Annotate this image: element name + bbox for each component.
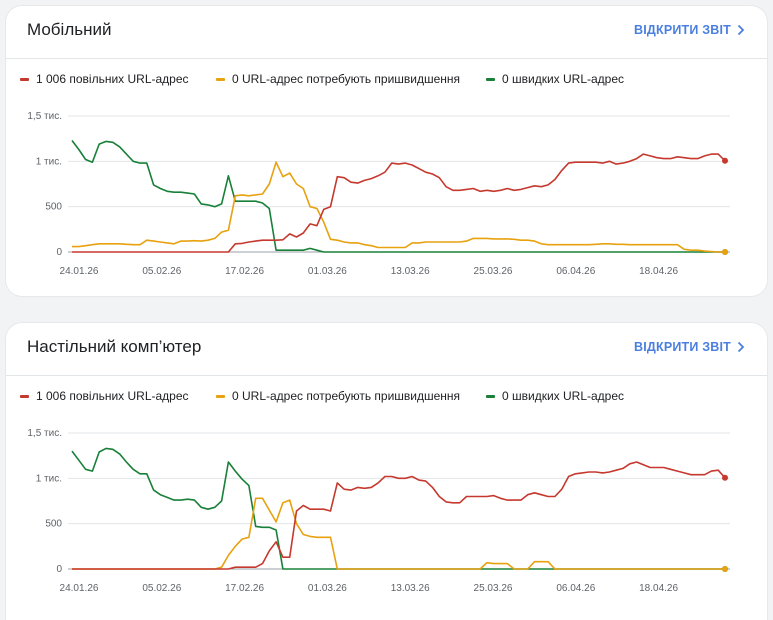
legend-swatch-improve	[216, 394, 225, 398]
card-title: Мобільний	[27, 20, 112, 39]
x-tick-label: 24.01.26	[60, 266, 99, 277]
y-tick-label: 1 тис.	[36, 156, 62, 167]
x-tick-label: 17.02.26	[225, 583, 264, 594]
legend-swatch-improve	[216, 77, 225, 81]
x-tick-label: 13.03.26	[391, 583, 430, 594]
series-endpoint-improve[interactable]	[722, 249, 728, 255]
y-tick-label: 1,5 тис.	[27, 428, 62, 439]
card-header: Мобільний ВІДКРИТИ ЗВІТ	[6, 6, 767, 59]
legend-item-slow[interactable]: 1 006 повільних URL-адрес	[20, 72, 189, 86]
open-report-link[interactable]: ВІДКРИТИ ЗВІТ	[634, 23, 745, 37]
legend-item-fast[interactable]: 0 швидких URL-адрес	[486, 389, 624, 403]
legend-swatch-fast	[486, 77, 495, 81]
chevron-right-icon	[737, 24, 745, 36]
x-tick-label: 17.02.26	[225, 266, 264, 277]
legend-label-improve: 0 URL-адрес потребують пришвидшення	[232, 389, 461, 403]
y-tick-label: 500	[45, 202, 62, 213]
legend-label-slow: 1 006 повільних URL-адрес	[36, 389, 189, 403]
series-line-improve	[72, 161, 725, 253]
x-tick-label: 05.02.26	[142, 583, 181, 594]
legend-label-fast: 0 швидких URL-адрес	[502, 72, 625, 86]
x-tick-label: 24.01.26	[60, 583, 99, 594]
legend-item-improve[interactable]: 0 URL-адрес потребують пришвидшення	[216, 72, 460, 86]
legend-item-improve[interactable]: 0 URL-адрес потребують пришвидшення	[216, 389, 460, 403]
mobile-line-chart: 1,5 тис. 1 тис. 500 0 24.01.26 05.02.26 17.02.…	[27, 111, 730, 277]
open-report-label: ВІДКРИТИ ЗВІТ	[633, 23, 731, 37]
y-tick-label: 500	[45, 519, 62, 530]
legend-swatch-slow	[20, 394, 29, 398]
mobile-report-card: Мобільний ВІДКРИТИ ЗВІТ 1 006 повільних …	[6, 6, 767, 296]
y-tick-label: 0	[56, 564, 62, 575]
legend-swatch-slow	[20, 77, 29, 81]
legend-label-fast: 0 швидких URL-адрес	[502, 389, 625, 403]
legend-item-slow[interactable]: 1 006 повільних URL-адрес	[20, 389, 189, 403]
x-tick-label: 25.03.26	[474, 583, 513, 594]
card-header: Настільний комп’ютер ВІДКРИТИ ЗВІТ	[6, 323, 767, 376]
x-tick-label: 01.03.26	[308, 266, 347, 277]
open-report-label: ВІДКРИТИ ЗВІТ	[633, 340, 731, 354]
series-line-improve	[72, 497, 725, 570]
x-tick-label: 06.04.26	[556, 266, 595, 277]
series-line-fast	[71, 140, 725, 253]
series-line-slow	[72, 461, 726, 570]
legend-item-fast[interactable]: 0 швидких URL-адрес	[486, 72, 624, 86]
open-report-link[interactable]: ВІДКРИТИ ЗВІТ	[634, 340, 745, 354]
x-tick-label: 05.02.26	[142, 266, 181, 277]
series-endpoint-improve[interactable]	[722, 566, 728, 572]
x-tick-label: 06.04.26	[556, 583, 595, 594]
series-endpoint-slow[interactable]	[722, 157, 728, 164]
x-tick-label: 01.03.26	[308, 583, 347, 594]
x-tick-label: 25.03.26	[474, 266, 513, 277]
x-tick-label: 13.03.26	[391, 266, 430, 277]
y-tick-label: 0	[56, 247, 62, 258]
series-endpoint-slow[interactable]	[722, 474, 728, 481]
card-title: Настільний комп’ютер	[27, 337, 202, 356]
desktop-report-card: Настільний комп’ютер ВІДКРИТИ ЗВІТ 1 006…	[6, 323, 767, 620]
x-tick-label: 18.04.26	[639, 583, 678, 594]
y-tick-label: 1,5 тис.	[27, 111, 62, 122]
desktop-line-chart: 1,5 тис. 1 тис. 500 0 24.01.26 05.02.26 17.02.…	[27, 428, 730, 594]
legend-label-improve: 0 URL-адрес потребують пришвидшення	[232, 72, 461, 86]
series-line-slow	[72, 153, 726, 253]
y-tick-label: 1 тис.	[36, 473, 62, 484]
legend-swatch-fast	[486, 394, 495, 398]
legend-label-slow: 1 006 повільних URL-адрес	[36, 72, 189, 86]
chevron-right-icon	[737, 341, 745, 353]
x-tick-label: 18.04.26	[639, 266, 678, 277]
